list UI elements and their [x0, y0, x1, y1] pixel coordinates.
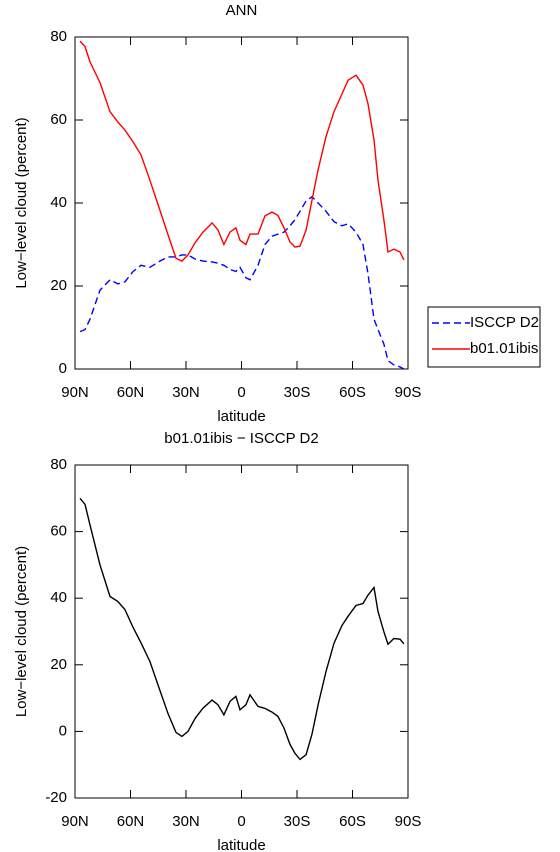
chart-title: ANN — [226, 2, 258, 19]
x-tick-label: 60N — [117, 813, 145, 830]
y-tick-label: 80 — [50, 456, 67, 473]
y-tick-label: -20 — [45, 789, 67, 806]
x-tick-label: 60S — [339, 813, 366, 830]
x-tick-label: 60N — [117, 384, 145, 401]
chart-title: b01.01ibis − ISCCP D2 — [164, 430, 318, 447]
plot-frame — [74, 36, 409, 370]
y-tick-label: 60 — [50, 523, 67, 540]
y-tick-label: 40 — [50, 194, 67, 211]
x-tick-label: 30N — [172, 384, 200, 401]
x-tick-label: 90N — [61, 813, 89, 830]
x-tick-label: 60S — [339, 384, 366, 401]
x-axis-label: latitude — [217, 837, 265, 852]
y-tick-label: 0 — [59, 360, 67, 377]
y-axis-label: Low−level cloud (percent) — [13, 117, 30, 288]
data-line — [79, 497, 405, 761]
x-tick-label: 90S — [395, 384, 422, 401]
data-line — [79, 195, 405, 370]
x-tick-label: 30N — [172, 813, 200, 830]
y-tick-label: 20 — [50, 656, 67, 673]
y-tick-label: 20 — [50, 277, 67, 294]
x-tick-label: 30S — [284, 813, 311, 830]
x-tick-label: 90N — [61, 384, 89, 401]
y-tick-label: 40 — [50, 589, 67, 606]
x-tick-label: 90S — [395, 813, 422, 830]
y-tick-label: 0 — [59, 722, 67, 739]
plot-frame — [74, 464, 409, 799]
y-tick-label: 80 — [50, 28, 67, 45]
legend-label: b01.01ibis — [470, 340, 538, 357]
x-axis-label: latitude — [217, 408, 265, 425]
x-tick-label: 30S — [284, 384, 311, 401]
x-tick-label: 0 — [237, 384, 245, 401]
legend-label: ISCCP D2 — [470, 314, 539, 331]
y-axis-label: Low−level cloud (percent) — [13, 546, 30, 717]
data-line — [79, 40, 405, 262]
x-tick-label: 0 — [237, 813, 245, 830]
legend-box — [427, 306, 541, 368]
y-tick-label: 60 — [50, 111, 67, 128]
